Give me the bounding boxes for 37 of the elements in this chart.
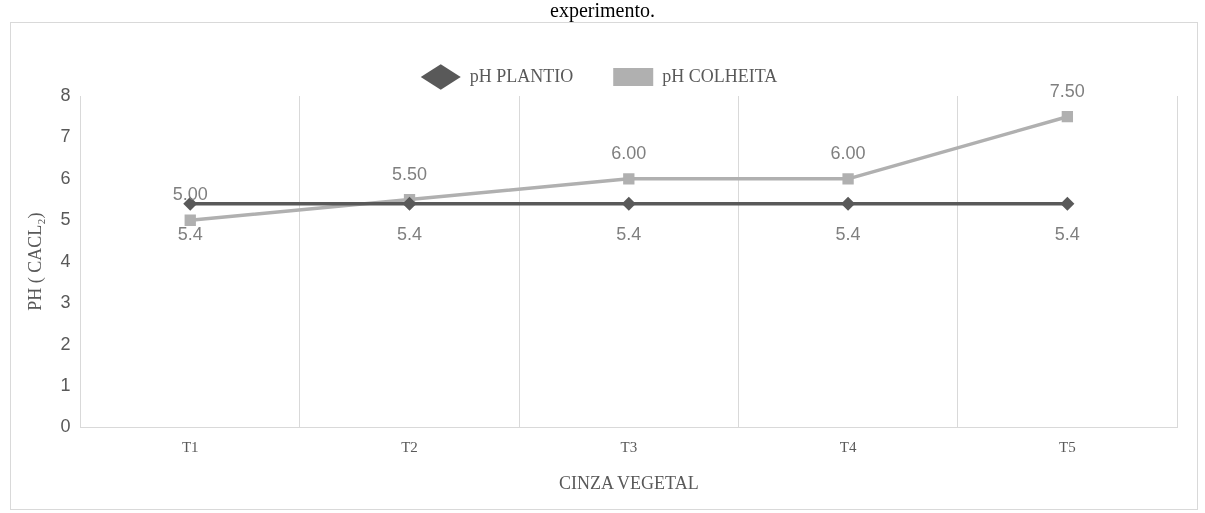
y-tick-label: 0 xyxy=(60,416,71,437)
legend-label: pH PLANTIO xyxy=(469,65,574,86)
y-tick-label: 4 xyxy=(60,250,71,271)
y-tick-label: 3 xyxy=(60,292,71,313)
y-tick-label: 7 xyxy=(60,126,71,147)
data-label: 5.00 xyxy=(172,184,208,205)
y-axis-title: PH ( CACL₂) xyxy=(24,212,46,311)
point xyxy=(623,173,635,185)
x-tick-label: T1 xyxy=(181,439,199,456)
data-label: 5.4 xyxy=(835,223,861,244)
point xyxy=(1061,111,1074,123)
x-tick-label: T5 xyxy=(1059,439,1076,456)
data-label: 5.4 xyxy=(616,223,642,244)
data-label: 5.4 xyxy=(1054,223,1080,244)
point xyxy=(621,196,636,211)
data-label: 5.4 xyxy=(397,223,423,244)
point xyxy=(1060,196,1075,211)
point xyxy=(841,196,856,211)
x-axis-title: CINZA VEGETAL xyxy=(558,472,699,493)
y-tick-label: 2 xyxy=(60,333,71,354)
y-tick-label: 5 xyxy=(60,209,71,230)
chart-title: experimento. xyxy=(549,0,656,21)
x-tick-label: T4 xyxy=(839,439,857,456)
data-label: 6.00 xyxy=(611,142,647,163)
x-tick-label: T3 xyxy=(620,439,638,456)
point xyxy=(402,196,417,211)
data-label: 5.50 xyxy=(392,163,428,184)
y-tick-label: 1 xyxy=(60,374,71,395)
point xyxy=(842,173,854,185)
data-label: 7.50 xyxy=(1049,80,1085,101)
x-tick-label: T2 xyxy=(401,439,418,456)
legend-label: pH COLHEITA xyxy=(662,65,778,86)
y-tick-label: 8 xyxy=(60,84,71,105)
point xyxy=(184,214,196,226)
data-label: 5.4 xyxy=(177,223,203,244)
data-label: 6.00 xyxy=(830,142,866,163)
y-tick-label: 6 xyxy=(60,167,71,188)
